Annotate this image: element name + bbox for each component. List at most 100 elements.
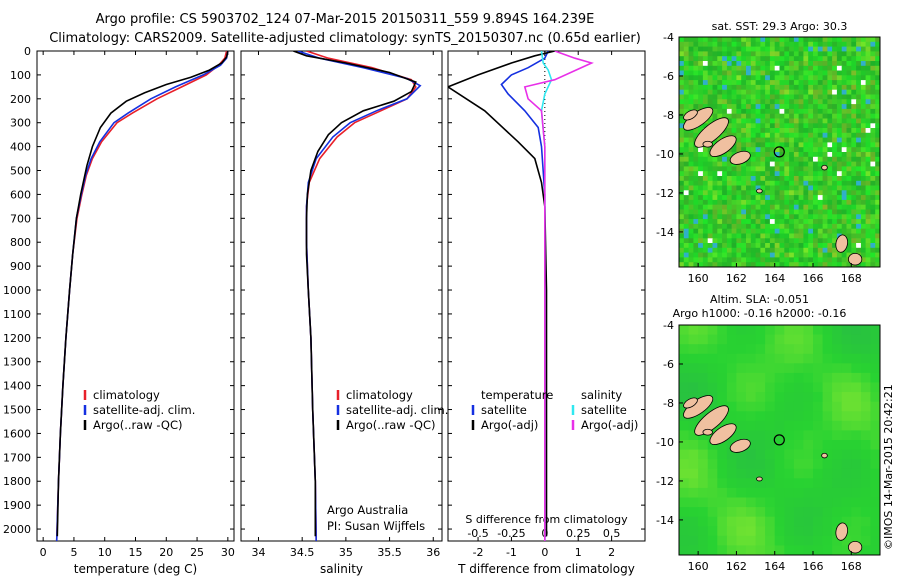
map-cell xyxy=(836,257,843,263)
map-cell xyxy=(789,185,795,191)
map-cell xyxy=(702,65,709,72)
map-cell xyxy=(832,99,838,105)
map-cell xyxy=(702,147,709,153)
map-cell xyxy=(683,137,690,143)
map-cell xyxy=(803,468,814,479)
map-cell xyxy=(746,80,752,86)
map-cell xyxy=(789,56,795,62)
map-cell xyxy=(683,70,690,76)
map-cell xyxy=(760,176,766,182)
map-cell xyxy=(827,104,833,110)
map-cell xyxy=(750,113,757,119)
map-cell xyxy=(841,223,847,230)
map-cell xyxy=(726,401,737,412)
map-cell xyxy=(702,51,709,57)
map-cell xyxy=(774,219,780,225)
map-cell xyxy=(726,176,733,182)
map-cell xyxy=(707,70,713,76)
map-cell xyxy=(784,535,795,546)
map-cell xyxy=(803,199,809,206)
map-cell xyxy=(856,204,862,210)
map-cell xyxy=(813,190,819,196)
map-cell xyxy=(688,507,699,518)
map-cell xyxy=(755,344,766,355)
map-cell xyxy=(717,94,723,100)
top-tick-label: 0.25 xyxy=(566,527,591,540)
map-cell xyxy=(688,440,699,451)
map-cell xyxy=(726,51,733,57)
map-cell xyxy=(679,344,690,355)
y-tick-label: 900 xyxy=(10,260,31,273)
map-cell xyxy=(774,161,780,167)
map-cell xyxy=(712,171,718,177)
map-cell xyxy=(836,180,843,187)
map-cell xyxy=(688,137,694,143)
map-cell xyxy=(779,209,785,215)
map-cell xyxy=(679,516,690,527)
map-cell xyxy=(712,185,718,191)
map-cell xyxy=(870,344,881,355)
map-cell xyxy=(832,449,843,460)
map-cell xyxy=(765,344,776,355)
map-cell xyxy=(808,147,814,153)
map-cell xyxy=(875,108,881,115)
map-cell xyxy=(865,166,871,172)
map-cell xyxy=(832,80,838,86)
map-cell xyxy=(784,46,790,52)
map-cell xyxy=(774,123,780,129)
map-cell xyxy=(726,257,733,263)
map-cell xyxy=(875,223,881,230)
map-cell xyxy=(822,401,833,412)
map-cell xyxy=(731,118,737,124)
map-cell xyxy=(865,152,871,158)
map-cell xyxy=(731,204,737,210)
map-cell xyxy=(813,238,819,244)
map-cell xyxy=(813,526,824,537)
map-cell xyxy=(765,166,771,172)
map-cell xyxy=(808,238,814,244)
map-cell xyxy=(789,118,795,124)
map-cell xyxy=(746,190,752,196)
map-cell xyxy=(746,353,757,364)
map-cell xyxy=(832,195,838,201)
map-cell xyxy=(841,195,847,201)
map-cell xyxy=(817,185,824,191)
map-cell xyxy=(774,46,780,52)
map-cell xyxy=(774,209,780,215)
map-cell xyxy=(870,247,876,254)
map-cell xyxy=(856,41,862,48)
map-cell xyxy=(693,70,699,76)
map-cell xyxy=(707,209,713,215)
map-cell xyxy=(731,262,737,268)
map-cell xyxy=(693,180,699,187)
map-cell xyxy=(808,70,814,76)
map-cell xyxy=(769,228,776,234)
map-cell xyxy=(813,99,819,105)
map-cell xyxy=(822,252,828,258)
map-cell xyxy=(870,46,876,52)
y-tick-label: 1600 xyxy=(3,427,31,440)
map-cell xyxy=(679,487,690,498)
map-cell xyxy=(793,449,804,460)
y-tick-label: -14 xyxy=(656,514,674,527)
map-cell xyxy=(765,161,771,167)
legend-label: satellite-adj. clim. xyxy=(93,403,195,417)
map-cell xyxy=(860,420,871,431)
map-cell xyxy=(808,166,814,172)
map-cell xyxy=(841,411,852,422)
map-cell xyxy=(836,223,843,230)
map-cell xyxy=(875,219,881,225)
y-tick-label: -10 xyxy=(656,148,674,161)
map-cell xyxy=(712,94,718,100)
map-cell xyxy=(813,156,819,163)
y-tick-label: 1800 xyxy=(3,475,31,488)
map-cell xyxy=(803,478,814,489)
map-cell xyxy=(693,152,699,158)
map-cell xyxy=(789,214,795,220)
map-cell xyxy=(856,118,862,124)
map-cell xyxy=(798,199,804,206)
map-cell xyxy=(870,113,876,119)
map-cell xyxy=(746,363,757,374)
map-cell xyxy=(726,80,733,86)
map-cell xyxy=(769,147,776,153)
